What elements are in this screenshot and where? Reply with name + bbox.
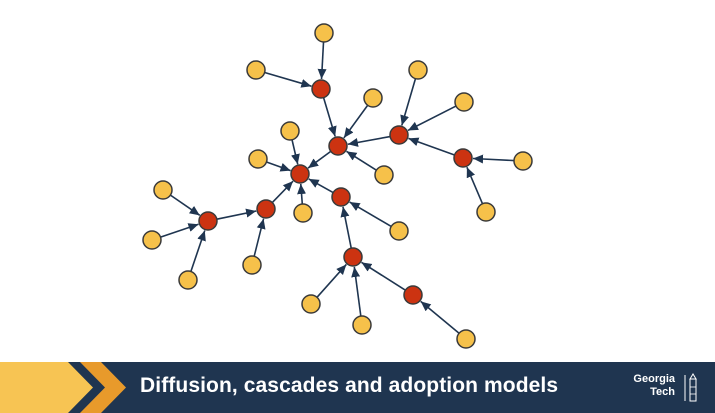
edge-r3-r2 [347, 135, 391, 147]
inactive-node-y10 [476, 202, 496, 222]
edge-r9-r6 [340, 206, 353, 249]
edge-y6-r5 [291, 139, 300, 165]
edges [160, 41, 515, 334]
inactive-node-y15 [293, 203, 313, 223]
edge-y1-r1 [317, 41, 327, 80]
edge-y5-r3 [407, 105, 457, 132]
adopted-node-r7 [256, 199, 276, 219]
slide-title: Diffusion, cascades and adoption models [140, 374, 559, 397]
edge-r4-r3 [408, 137, 455, 156]
inactive-node-y18 [352, 315, 372, 335]
edge-y19-r10 [420, 300, 460, 334]
inactive-node-y4 [408, 60, 428, 80]
edge-y14-r7 [253, 218, 266, 257]
edge-y18-r9 [351, 266, 362, 317]
georgia-tech-logo: Georgia Tech [617, 373, 703, 403]
edge-y15-r5 [297, 183, 307, 205]
adopted-node-r6 [331, 187, 351, 207]
inactive-node-y13 [178, 270, 198, 290]
edge-r10-r9 [361, 261, 406, 291]
inactive-node-y2 [246, 60, 266, 80]
edge-r1-r2 [322, 97, 337, 137]
adopted-node-r2 [328, 136, 348, 156]
logo-line-1: Georgia [633, 373, 675, 385]
inactive-node-y8 [374, 165, 394, 185]
edge-r7-r5 [271, 180, 294, 204]
inactive-node-y6 [280, 121, 300, 141]
edge-y9-r4 [472, 154, 515, 164]
edge-r2-r5 [307, 150, 332, 169]
inactive-node-y14 [242, 255, 262, 275]
slide-footer: Diffusion, cascades and adoption models … [0, 362, 715, 413]
adopted-node-r1 [311, 79, 331, 99]
adopted-node-r8 [198, 211, 218, 231]
adopted-node-r9 [343, 247, 363, 267]
inactive-node-y5 [454, 92, 474, 112]
adopted-node-r10 [403, 285, 423, 305]
edge-y12-r8 [160, 223, 199, 238]
edge-y4-r3 [400, 78, 417, 126]
edge-y2-r1 [264, 71, 312, 88]
inactive-node-y7 [248, 149, 268, 169]
logo-line-2: Tech [650, 386, 675, 398]
edge-y8-r2 [346, 150, 377, 171]
edge-y3-r2 [343, 104, 369, 139]
edge-y7-r5 [266, 161, 291, 172]
chevron-icon [0, 362, 126, 413]
inactive-node-y9 [513, 151, 533, 171]
edge-r6-r5 [308, 178, 334, 194]
edge-y10-r4 [466, 166, 484, 205]
inactive-node-y11 [153, 180, 173, 200]
edge-r8-r7 [216, 208, 257, 220]
inactive-node-y17 [301, 294, 321, 314]
edge-y17-r9 [316, 263, 347, 298]
tech-tower-icon [684, 373, 697, 402]
edge-y16-r6 [349, 201, 392, 228]
inactive-node-y12 [142, 230, 162, 250]
edge-y13-r8 [190, 230, 206, 272]
nodes [142, 23, 533, 349]
adopted-node-r4 [453, 148, 473, 168]
inactive-node-y16 [389, 221, 409, 241]
adopted-node-r3 [389, 125, 409, 145]
inactive-node-y1 [314, 23, 334, 43]
inactive-node-y19 [456, 329, 476, 349]
edge-y11-r8 [169, 194, 201, 216]
adopted-node-r5 [290, 164, 310, 184]
inactive-node-y3 [363, 88, 383, 108]
